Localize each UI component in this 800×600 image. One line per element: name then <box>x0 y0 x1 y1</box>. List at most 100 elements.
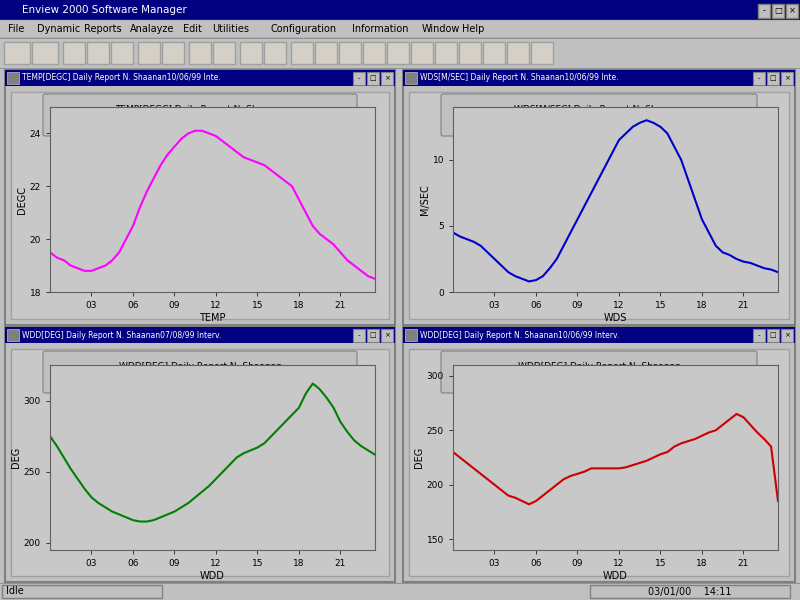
Text: -: - <box>758 75 760 81</box>
Bar <box>5 327 395 343</box>
Bar <box>767 329 779 342</box>
Bar <box>483 42 505 64</box>
Bar <box>409 92 789 319</box>
Bar <box>507 42 529 64</box>
Text: WDD[DEG] Daily Report N. Shaanan
10/06/99  Interval  30 Min: WDD[DEG] Daily Report N. Shaanan 10/06/9… <box>518 362 681 382</box>
Bar <box>240 42 262 64</box>
Bar <box>411 42 433 64</box>
Bar <box>32 42 58 64</box>
Bar <box>162 42 184 64</box>
Bar <box>363 42 385 64</box>
Text: WDS[M/SEC] Daily Report N. Shaanan10/06/99 Inte.: WDS[M/SEC] Daily Report N. Shaanan10/06/… <box>420 73 618 82</box>
Text: Configuration: Configuration <box>270 24 336 34</box>
Text: -: - <box>762 7 766 16</box>
Bar <box>435 42 457 64</box>
Bar <box>7 329 19 341</box>
Bar <box>786 4 798 18</box>
FancyBboxPatch shape <box>43 94 357 136</box>
X-axis label: TEMP: TEMP <box>199 313 226 323</box>
Bar <box>353 329 365 342</box>
Text: ×: × <box>789 7 795 16</box>
Bar <box>781 329 793 342</box>
Text: -: - <box>358 332 360 338</box>
Bar <box>403 327 795 582</box>
Text: □: □ <box>770 332 776 338</box>
Text: WDD[DEG] Daily Report N. Shaanan07/08/99 Interv.: WDD[DEG] Daily Report N. Shaanan07/08/99… <box>22 331 222 340</box>
Bar <box>189 42 211 64</box>
Text: Help: Help <box>462 24 485 34</box>
Text: WDD[DEG] Daily Report N. Shaanan
07/08/99  Interval  30 Min: WDD[DEG] Daily Report N. Shaanan 07/08/9… <box>118 362 282 382</box>
Bar <box>353 72 365 85</box>
Bar <box>753 329 765 342</box>
Bar <box>772 4 784 18</box>
Bar <box>753 72 765 85</box>
FancyBboxPatch shape <box>43 351 357 393</box>
Text: -: - <box>758 332 760 338</box>
FancyBboxPatch shape <box>441 351 757 393</box>
Text: Idle: Idle <box>6 587 24 596</box>
Bar <box>339 42 361 64</box>
Y-axis label: M/SEC: M/SEC <box>420 184 430 215</box>
Y-axis label: DEGC: DEGC <box>17 185 26 214</box>
Text: ×: × <box>384 332 390 338</box>
Text: □: □ <box>370 75 376 81</box>
Text: Edit: Edit <box>182 24 202 34</box>
Bar <box>403 70 795 86</box>
Text: WDD[DEG] Daily Report N. Shaanan10/06/99 Interv.: WDD[DEG] Daily Report N. Shaanan10/06/99… <box>420 331 619 340</box>
Bar <box>387 42 409 64</box>
Bar <box>5 70 395 325</box>
Text: □: □ <box>770 75 776 81</box>
Bar <box>767 72 779 85</box>
Bar <box>531 42 553 64</box>
Bar <box>0 0 800 20</box>
Bar <box>403 327 795 343</box>
Bar <box>381 72 393 85</box>
Bar <box>0 583 800 600</box>
Bar <box>63 42 85 64</box>
Bar <box>138 42 160 64</box>
Text: □: □ <box>370 332 376 338</box>
Text: Window: Window <box>422 24 460 34</box>
X-axis label: WDD: WDD <box>603 571 628 581</box>
Text: WDS[M/SEC] Daily Report N. Shaanan
10/06/99  Interval  30 Min: WDS[M/SEC] Daily Report N. Shaanan 10/06… <box>514 106 684 125</box>
Y-axis label: DEG: DEG <box>414 447 424 468</box>
Bar <box>11 92 389 319</box>
Bar <box>405 72 417 84</box>
Text: □: □ <box>774 7 782 16</box>
Bar <box>0 20 800 38</box>
Bar <box>11 349 389 576</box>
Text: Information: Information <box>351 24 408 34</box>
Text: File: File <box>8 24 24 34</box>
Bar <box>5 327 395 582</box>
Bar <box>459 42 481 64</box>
Text: TEMP[DEGC] Daily Report N. Shaanan
10/06/99  Interval  30 Min: TEMP[DEGC] Daily Report N. Shaanan 10/06… <box>114 106 286 125</box>
Bar <box>4 42 30 64</box>
Bar <box>315 42 337 64</box>
Bar <box>758 4 770 18</box>
Text: ×: × <box>784 332 790 338</box>
Bar <box>5 70 395 86</box>
FancyBboxPatch shape <box>441 94 757 136</box>
Text: Reports: Reports <box>84 24 122 34</box>
Text: TEMP[DEGC] Daily Report N. Shaanan10/06/99 Inte.: TEMP[DEGC] Daily Report N. Shaanan10/06/… <box>22 73 221 82</box>
Bar <box>403 70 795 325</box>
Text: ×: × <box>384 75 390 81</box>
Bar <box>381 329 393 342</box>
Bar <box>291 42 313 64</box>
Text: -: - <box>358 75 360 81</box>
Text: Analayze: Analayze <box>130 24 174 34</box>
Text: Utilities: Utilities <box>212 24 249 34</box>
Bar <box>2 585 162 598</box>
X-axis label: WDD: WDD <box>200 571 225 581</box>
Bar <box>0 38 800 68</box>
X-axis label: WDS: WDS <box>604 313 627 323</box>
Bar <box>367 72 379 85</box>
Bar <box>409 349 789 576</box>
Text: Dynamic: Dynamic <box>38 24 81 34</box>
Text: ×: × <box>784 75 790 81</box>
Bar <box>87 42 109 64</box>
Bar <box>405 329 417 341</box>
Y-axis label: DEG: DEG <box>11 447 21 468</box>
Bar <box>367 329 379 342</box>
Bar <box>264 42 286 64</box>
